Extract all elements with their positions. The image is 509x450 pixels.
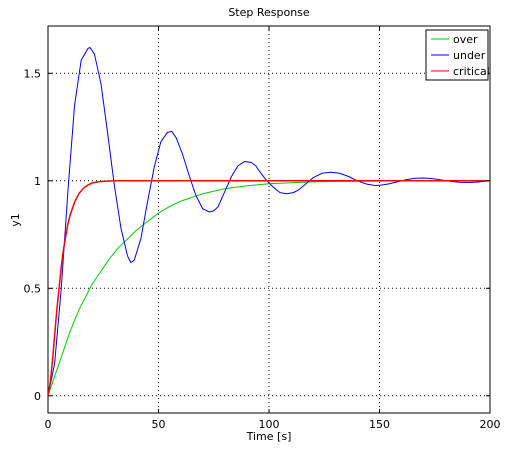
series-layer — [48, 47, 490, 397]
x-tick-label-3: 150 — [369, 418, 390, 431]
x-tick-label-1: 50 — [152, 418, 166, 431]
chart-title: Step Response — [228, 6, 310, 19]
y-tick-label-1: 0.5 — [24, 282, 42, 295]
x-tick-label-0: 0 — [45, 418, 52, 431]
x-axis-title: Time [s] — [246, 430, 292, 443]
y-tick-label-3: 1.5 — [24, 67, 42, 80]
y-tick-label-2: 1 — [34, 175, 41, 188]
x-tick-label-4: 200 — [480, 418, 501, 431]
tick-layer: 0 50 100 150 200 0 0.5 1 1.5 — [24, 26, 501, 431]
series-line-critical — [48, 180, 490, 397]
x-tick-label-2: 100 — [259, 418, 280, 431]
legend-label-over: over — [453, 33, 478, 46]
legend-label-under: under — [453, 49, 486, 62]
y-axis-title: y1 — [9, 213, 22, 227]
y-tick-label-0: 0 — [34, 390, 41, 403]
legend-label-critical: critical — [453, 65, 490, 78]
legend: over under critical — [425, 29, 490, 81]
